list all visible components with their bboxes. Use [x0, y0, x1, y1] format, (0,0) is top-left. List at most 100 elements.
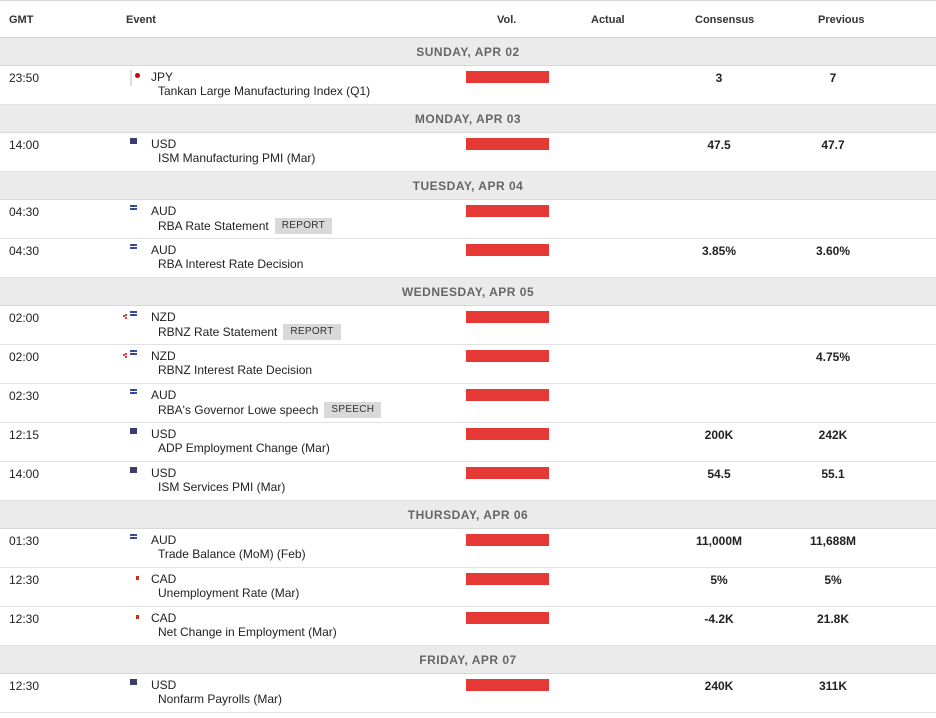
event-time: 02:00 [9, 350, 40, 364]
event-title: Net Change in Employment (Mar) [158, 625, 337, 639]
column-header-vol[interactable]: Vol. [497, 14, 517, 26]
event-currency: CAD [151, 611, 177, 625]
event-name[interactable]: RBA's Governor Lowe speech [158, 403, 319, 417]
event-title: Trade Balance (MoM) (Feb) [158, 547, 306, 561]
event-name[interactable]: RBA Interest Rate Decision [158, 257, 304, 271]
column-header-event[interactable]: Event [126, 14, 156, 26]
event-time: 04:30 [9, 244, 40, 258]
volatility-bar [466, 612, 549, 624]
event-currency: CAD [151, 572, 177, 586]
event-row[interactable]: 12:15 USD ADP Employment Change (Mar) 200K 2… [0, 423, 936, 462]
volatility-bar [466, 205, 549, 217]
event-consensus: 5% [710, 573, 728, 587]
event-name[interactable]: ISM Manufacturing PMI (Mar) [158, 151, 316, 165]
event-row[interactable]: 02:00 NZD RBNZ Interest Rate Decision 4.75% [0, 345, 936, 384]
volatility-bar [466, 467, 549, 479]
column-header-actual[interactable]: Actual [591, 14, 625, 26]
event-name[interactable]: Net Change in Employment (Mar) [158, 625, 337, 639]
event-currency: USD [151, 678, 177, 692]
volatility-bar [466, 389, 549, 401]
day-header: TUESDAY, APR 04 [0, 172, 936, 200]
event-row[interactable]: 12:30 USD Nonfarm Payrolls (Mar) 240K 311K [0, 674, 936, 713]
event-previous: 3.60% [815, 244, 851, 258]
event-time: 12:30 [9, 612, 40, 626]
event-currency: NZD [151, 349, 176, 363]
event-time: 14:00 [9, 138, 40, 152]
volatility-bar [466, 244, 549, 256]
volatility-bar [466, 311, 549, 323]
event-consensus: 200K [704, 428, 734, 442]
event-currency: NZD [151, 310, 176, 324]
event-consensus: 3 [715, 71, 723, 85]
volatility-bar [466, 534, 549, 546]
volatility-bar [466, 573, 549, 585]
event-previous: 242K [818, 428, 848, 442]
event-row[interactable]: 12:30 CAD Net Change in Employment (Mar) -4… [0, 607, 936, 646]
day-header: THURSDAY, APR 06 [0, 501, 936, 529]
event-name[interactable]: Unemployment Rate (Mar) [158, 586, 300, 600]
event-tag-badge[interactable]: REPORT [283, 324, 341, 340]
day-header-label: THURSDAY, APR 06 [407, 508, 529, 522]
event-row[interactable]: 12:30 CAD Unemployment Rate (Mar) 5% 5% [0, 568, 936, 607]
calendar-body: SUNDAY, APR 02 23:50 JPY Tankan Large Manuf… [0, 38, 936, 713]
event-name[interactable]: Nonfarm Payrolls (Mar) [158, 692, 283, 706]
event-title: RBNZ Rate Statement REPORT [158, 324, 341, 340]
event-time: 02:30 [9, 389, 40, 403]
event-title: Unemployment Rate (Mar) [158, 586, 299, 600]
volatility-bar [466, 71, 549, 83]
event-time: 23:50 [9, 71, 40, 85]
day-header-label: TUESDAY, APR 04 [412, 179, 524, 193]
event-row[interactable]: 04:30 AUD RBA Rate Statement REPORT [0, 200, 936, 239]
column-header-consensus[interactable]: Consensus [695, 14, 755, 26]
event-previous: 21.8K [816, 612, 850, 626]
volatility-bar [466, 138, 549, 150]
event-name[interactable]: ISM Services PMI (Mar) [158, 480, 286, 494]
column-header-previous[interactable]: Previous [818, 14, 865, 26]
event-row[interactable]: 02:30 AUD RBA's Governor Lowe speech SPEECH [0, 384, 936, 423]
event-previous: 4.75% [815, 350, 851, 364]
jp-flag-icon [130, 70, 132, 86]
event-tag-badge[interactable]: REPORT [274, 218, 333, 234]
event-row[interactable]: 23:50 JPY Tankan Large Manufacturing Index… [0, 66, 936, 105]
event-previous: 5% [824, 573, 842, 587]
event-row[interactable]: 04:30 AUD RBA Interest Rate Decision 3.85% 3… [0, 239, 936, 278]
event-row[interactable]: 02:00 NZD RBNZ Rate Statement REPORT [0, 306, 936, 345]
event-name[interactable]: RBNZ Interest Rate Decision [158, 363, 313, 377]
event-tag-badge[interactable]: SPEECH [324, 402, 382, 418]
event-consensus: 3.85% [701, 244, 737, 258]
event-currency: JPY [151, 70, 174, 84]
event-time: 04:30 [9, 205, 40, 219]
day-header: FRIDAY, APR 07 [0, 646, 936, 674]
event-name[interactable]: ADP Employment Change (Mar) [158, 441, 330, 455]
event-currency: AUD [151, 533, 177, 547]
day-header: MONDAY, APR 03 [0, 105, 936, 133]
event-row[interactable]: 01:30 AUD Trade Balance (MoM) (Feb) 11,000M… [0, 529, 936, 568]
event-currency: AUD [151, 243, 177, 257]
event-time: 01:30 [9, 534, 40, 548]
event-consensus: -4.2K [704, 612, 734, 626]
event-time: 02:00 [9, 311, 40, 325]
volatility-bar [466, 679, 549, 691]
event-currency: USD [151, 427, 177, 441]
event-title: RBNZ Interest Rate Decision [158, 363, 312, 377]
event-name[interactable]: RBA Rate Statement [158, 219, 269, 233]
event-consensus: 54.5 [707, 467, 731, 481]
event-previous: 7 [829, 71, 837, 85]
event-consensus: 47.5 [707, 138, 731, 152]
event-name[interactable]: Trade Balance (MoM) (Feb) [158, 547, 306, 561]
event-row[interactable]: 14:00 USD ISM Services PMI (Mar) 54.5 55.1 [0, 462, 936, 501]
event-time: 12:30 [9, 573, 40, 587]
event-row[interactable]: 14:00 USD ISM Manufacturing PMI (Mar) 47.5 4… [0, 133, 936, 172]
event-name[interactable]: RBNZ Rate Statement [158, 325, 278, 339]
day-header-label: FRIDAY, APR 07 [419, 653, 517, 667]
day-header-label: SUNDAY, APR 02 [416, 45, 520, 59]
event-title: RBA Rate Statement REPORT [158, 218, 333, 234]
event-title: ISM Services PMI (Mar) [158, 480, 285, 494]
column-header-gmt[interactable]: GMT [9, 14, 34, 26]
event-title: ISM Manufacturing PMI (Mar) [158, 151, 315, 165]
event-time: 12:15 [9, 428, 40, 442]
event-previous: 47.7 [821, 138, 845, 152]
volatility-bar [466, 428, 549, 440]
event-name[interactable]: Tankan Large Manufacturing Index (Q1) [158, 84, 371, 98]
